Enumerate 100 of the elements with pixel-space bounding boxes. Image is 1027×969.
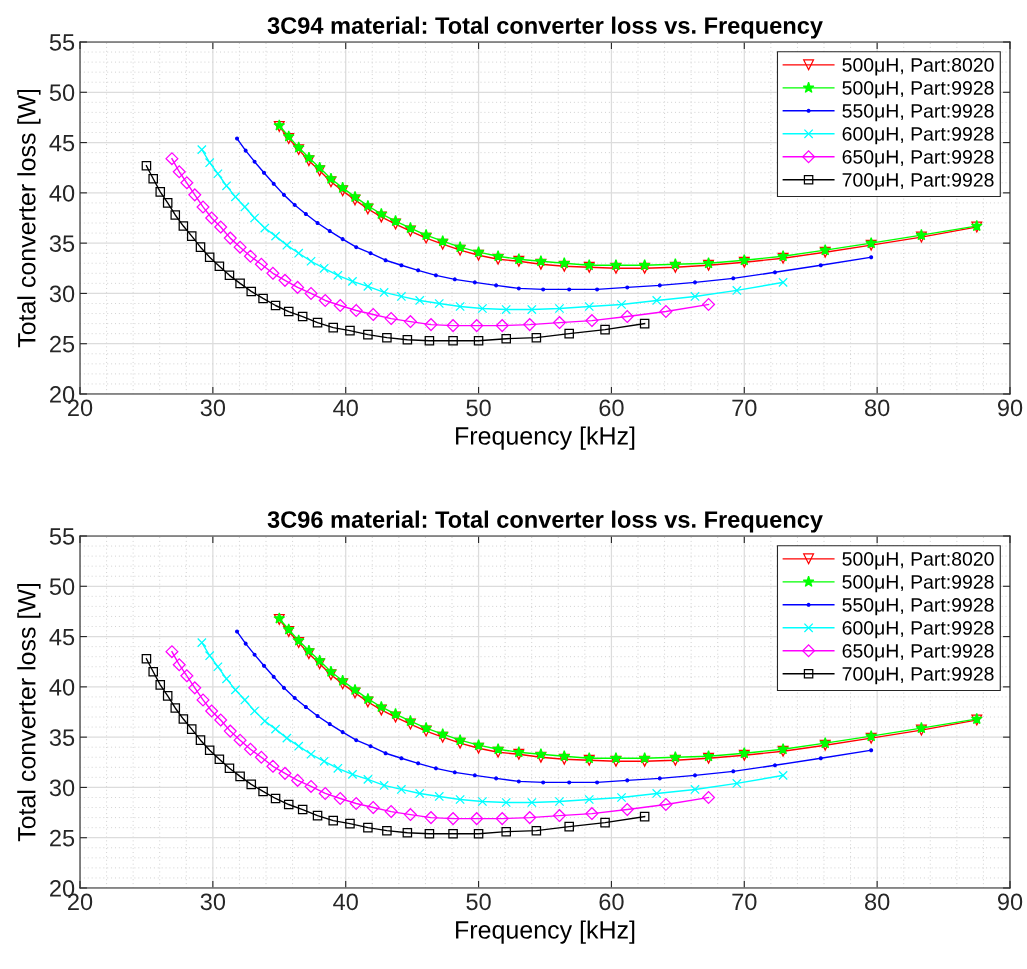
- point: [270, 231, 281, 241]
- point: [379, 287, 389, 298]
- point: [379, 780, 389, 791]
- point: [304, 779, 318, 793]
- point: [230, 192, 241, 202]
- point: [303, 644, 315, 656]
- point: [303, 211, 308, 216]
- point: [772, 763, 777, 768]
- point: [315, 221, 320, 226]
- point: [455, 794, 465, 805]
- point: [214, 220, 228, 234]
- point: [389, 214, 402, 227]
- y-tick-label: 25: [50, 335, 75, 353]
- point: [315, 714, 320, 719]
- point: [172, 658, 186, 672]
- point: [223, 724, 237, 738]
- point: [382, 825, 392, 836]
- point: [390, 711, 402, 723]
- point: [473, 335, 484, 346]
- point: [325, 665, 337, 677]
- point: [213, 661, 223, 672]
- point: [292, 695, 297, 700]
- point: [246, 286, 257, 297]
- point: [424, 335, 435, 346]
- point: [403, 808, 417, 822]
- point: [403, 315, 417, 329]
- point: [235, 629, 240, 634]
- point: [585, 807, 599, 821]
- point: [732, 285, 742, 296]
- point: [523, 811, 537, 825]
- point: [354, 245, 359, 250]
- point: [186, 724, 197, 734]
- point: [297, 804, 308, 815]
- point: [501, 797, 511, 808]
- point: [600, 324, 610, 335]
- point: [690, 784, 700, 795]
- point: [195, 242, 206, 252]
- point: [472, 280, 477, 285]
- point: [258, 293, 268, 304]
- point: [692, 280, 698, 285]
- point: [195, 735, 206, 745]
- point: [818, 756, 823, 761]
- point: [349, 304, 363, 318]
- x-tick-label: 50: [466, 893, 491, 911]
- point: [541, 780, 546, 785]
- point: [303, 648, 315, 660]
- point: [495, 812, 509, 826]
- point: [383, 751, 388, 756]
- point: [651, 788, 662, 799]
- point: [437, 731, 449, 743]
- point: [278, 766, 292, 780]
- point: [692, 773, 698, 778]
- point: [246, 779, 257, 790]
- point: [616, 792, 627, 803]
- x-tick-label: 40: [333, 399, 358, 417]
- point: [281, 192, 286, 197]
- point: [266, 759, 280, 773]
- point: [291, 773, 305, 787]
- point: [186, 231, 197, 241]
- point: [363, 281, 373, 292]
- point: [204, 650, 215, 661]
- point: [375, 207, 388, 220]
- point: [325, 669, 337, 681]
- point: [243, 249, 257, 263]
- point: [424, 318, 438, 332]
- point: [516, 779, 521, 784]
- y-tick-label: 45: [49, 134, 75, 152]
- point: [333, 791, 347, 806]
- point: [584, 794, 595, 805]
- point: [702, 297, 716, 312]
- point: [214, 261, 225, 272]
- point: [204, 252, 215, 263]
- point: [333, 270, 343, 281]
- point: [399, 756, 404, 761]
- point: [293, 248, 304, 258]
- point: [204, 157, 215, 168]
- point: [254, 750, 268, 764]
- point: [313, 654, 326, 666]
- point: [731, 276, 736, 281]
- point: [420, 725, 432, 737]
- y-tick-label: 50: [49, 84, 75, 102]
- point: [620, 803, 634, 817]
- point: [363, 329, 373, 340]
- legend-label: 500μH, Part:8020: [842, 552, 994, 570]
- point: [389, 707, 402, 720]
- point: [252, 159, 257, 164]
- point: [204, 745, 215, 756]
- x-tick-label: 40: [333, 893, 358, 911]
- point: [404, 225, 416, 237]
- point: [282, 240, 292, 250]
- point: [452, 770, 457, 775]
- point: [314, 658, 326, 670]
- point: [362, 203, 374, 215]
- y-tick-label: 55: [49, 528, 75, 545]
- point: [494, 776, 499, 781]
- x-tick-label: 90: [997, 399, 1023, 417]
- point: [141, 653, 152, 664]
- point: [196, 200, 210, 214]
- point: [527, 304, 537, 315]
- x-tick-label: 60: [599, 399, 624, 417]
